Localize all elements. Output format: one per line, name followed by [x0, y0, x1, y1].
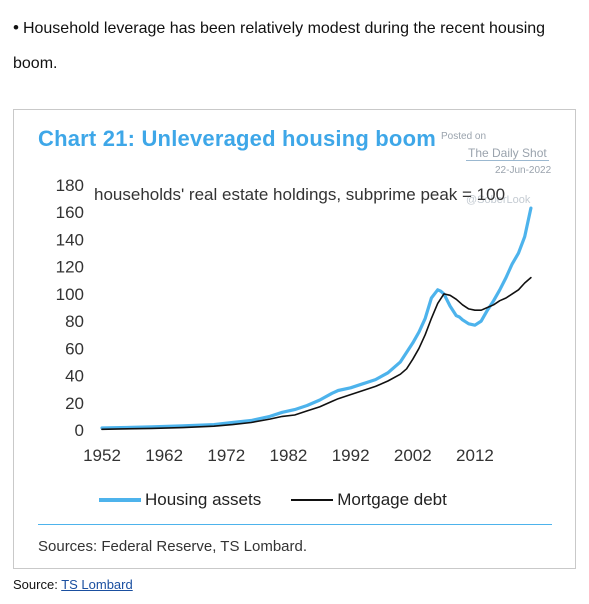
x-tick-label: 1972 — [207, 446, 245, 465]
y-tick-label: 20 — [65, 394, 84, 413]
chart-plot: 0 20 40 60 80 100 120 140 160 180 1952 1962 1972 1982… — [56, 176, 533, 465]
y-tick-label: 80 — [65, 312, 84, 331]
x-tick-label: 2002 — [394, 446, 432, 465]
y-tick-label: 180 — [56, 176, 84, 195]
x-tick-label: 1982 — [270, 446, 308, 465]
legend-label-mortgage: Mortgage debt — [337, 490, 447, 509]
chart-legend: Housing assets Mortgage debt — [99, 490, 477, 510]
y-tick-label: 0 — [75, 421, 84, 440]
bullet-point: • — [13, 18, 19, 37]
y-tick-label: 120 — [56, 258, 84, 277]
legend-label-housing: Housing assets — [145, 490, 262, 509]
legend-swatch-mortgage — [291, 499, 334, 501]
chart-subtitle: households' real estate holdings, subpri… — [94, 185, 506, 204]
intro-text: Household leverage has been relatively m… — [13, 20, 546, 72]
y-tick-label: 140 — [56, 230, 84, 249]
watermark-site: The Daily Shot — [466, 146, 549, 161]
watermark-posted: Posted on — [441, 131, 487, 142]
series-line-housing-assets — [100, 206, 533, 430]
source-line: Source: TS Lombard — [13, 577, 133, 592]
y-tick-label: 100 — [56, 285, 84, 304]
x-tick-label: 1952 — [83, 446, 121, 465]
series-line-mortgage-debt — [101, 276, 532, 431]
legend-item-housing: Housing assets — [99, 490, 261, 510]
chart-card: Chart 21: Unleveraged housing boom Poste… — [13, 109, 576, 569]
y-tick-label: 160 — [56, 203, 84, 222]
x-tick-label: 1992 — [332, 446, 370, 465]
y-tick-label: 40 — [65, 367, 84, 386]
source-link[interactable]: TS Lombard — [61, 577, 133, 592]
legend-item-mortgage: Mortgage debt — [291, 490, 447, 510]
y-tick-label: 60 — [65, 339, 84, 358]
intro-paragraph: • Household leverage has been relatively … — [13, 10, 573, 81]
legend-swatch-housing — [99, 498, 141, 502]
x-tick-label: 1962 — [145, 446, 183, 465]
chart-title: Chart 21: Unleveraged housing boom — [38, 126, 436, 151]
legend-divider — [38, 524, 552, 525]
chart-sources: Sources: Federal Reserve, TS Lombard. — [38, 538, 308, 555]
x-tick-label: 2012 — [456, 446, 494, 465]
source-label: Source: — [13, 577, 62, 592]
watermark-date: 22-Jun-2022 — [495, 165, 552, 176]
watermark-handle: @SoberLook — [466, 194, 531, 206]
